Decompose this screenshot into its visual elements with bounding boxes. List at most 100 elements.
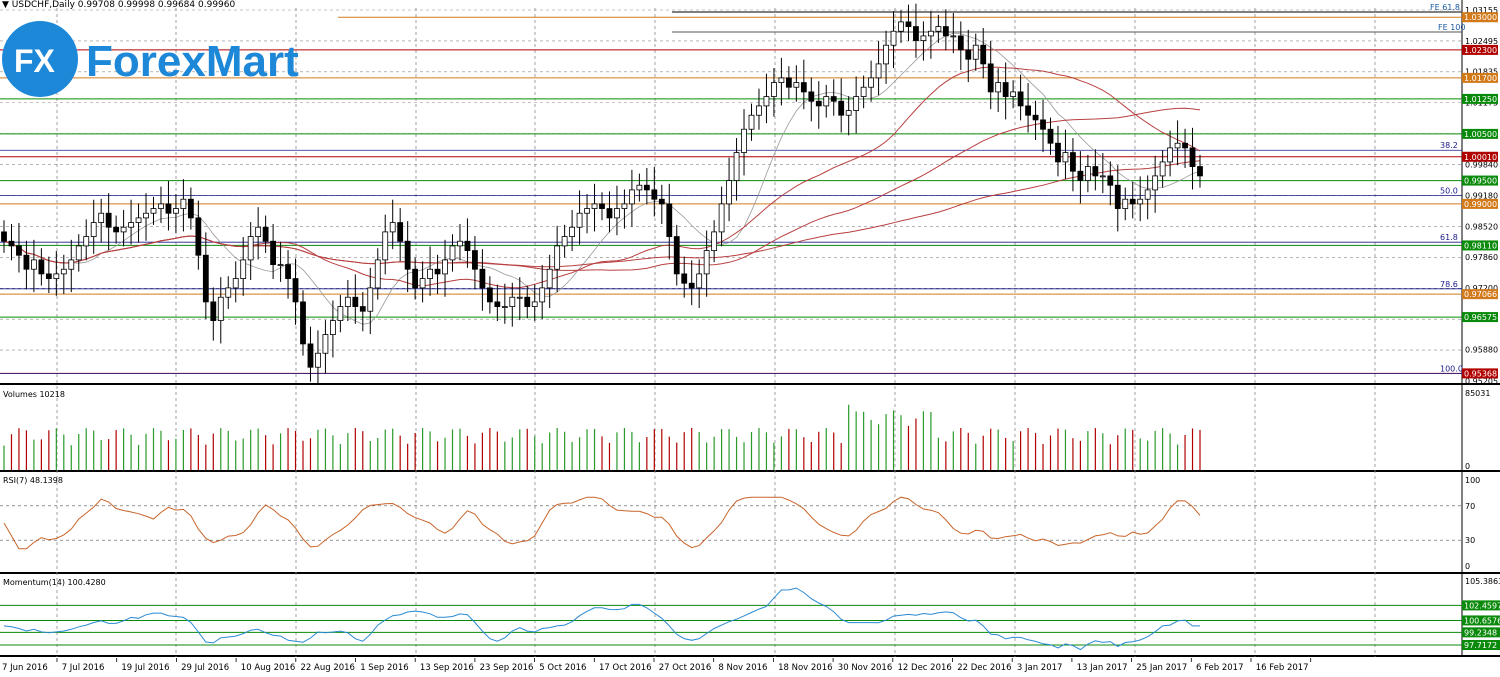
rsi-title: RSI(7) 48.1398	[3, 476, 63, 485]
candle-body	[621, 203, 628, 209]
level-label: 1.01700	[1464, 74, 1497, 83]
candle-body	[1152, 175, 1159, 191]
candle-body	[1070, 152, 1076, 172]
date-tick: 10 Aug 2016	[241, 663, 295, 673]
candle-body	[554, 245, 561, 270]
level-tag	[1462, 44, 1498, 55]
volume-tick: 85031	[1465, 389, 1490, 398]
candle-body	[501, 306, 508, 308]
logo-mark: FX	[14, 43, 56, 79]
date-tick: 22 Dec 2016	[957, 663, 1011, 673]
candle-body	[898, 21, 904, 32]
candle-body	[756, 105, 762, 116]
date-tick: 13 Jan 2017	[1077, 663, 1128, 673]
candle-body	[98, 212, 105, 223]
candle-body	[576, 212, 583, 228]
candle-body	[270, 240, 277, 265]
candle-body	[516, 296, 523, 299]
candle-body	[1114, 184, 1121, 209]
momentum-tag-label: 100.6576	[1464, 616, 1500, 625]
price-tick: 0.99180	[1465, 192, 1498, 201]
ohlc-label: 0.99708 0.99998 0.99684 0.99960	[77, 0, 236, 10]
candle-body	[890, 30, 897, 46]
candle-body	[202, 254, 209, 303]
candle-body	[875, 63, 882, 79]
candle-body	[329, 320, 336, 335]
candle-body	[1107, 175, 1114, 186]
candle-body	[681, 273, 688, 284]
momentum-line	[3, 587, 1200, 651]
fibo-label: 61.8	[1440, 233, 1458, 242]
level-label: 1.00500	[1464, 130, 1497, 139]
momentum-tag	[1462, 640, 1500, 651]
candle-body	[1047, 128, 1054, 144]
candle-body	[60, 268, 67, 275]
date-tick: 3 Jan 2017	[1017, 663, 1063, 673]
date-tick: 30 Nov 2016	[838, 663, 892, 673]
level-label: 0.99000	[1464, 200, 1497, 209]
candle-body	[651, 189, 658, 200]
candle-body	[344, 296, 351, 307]
candle-body	[359, 306, 366, 312]
candle-body	[860, 86, 867, 97]
collapse-triangle-icon[interactable]: ▼	[2, 0, 9, 10]
level-label: 0.97066	[1464, 290, 1497, 299]
candle-body	[1167, 147, 1173, 163]
momentum-tag	[1462, 627, 1500, 638]
candle-body	[419, 278, 426, 289]
candle-body	[823, 96, 830, 107]
candle-body	[23, 254, 30, 270]
rsi-line	[3, 496, 1201, 550]
candle-body	[546, 268, 553, 289]
candle-body	[1077, 170, 1084, 181]
candle-body	[292, 278, 299, 303]
candle-body	[1055, 142, 1061, 163]
candle-body	[1174, 142, 1181, 149]
candle-body	[629, 189, 635, 205]
level-label: 0.96575	[1464, 313, 1497, 322]
price-tick: 0.95880	[1465, 346, 1498, 355]
candle-body	[778, 77, 785, 83]
momentum-title: Momentum(14) 100.4280	[3, 578, 106, 587]
candle-body	[928, 30, 934, 37]
candle-body	[1040, 119, 1046, 130]
candle-body	[464, 240, 471, 251]
candle-body	[240, 259, 247, 279]
level-tag	[1462, 72, 1498, 83]
candle-body	[920, 35, 927, 41]
candle-body	[442, 259, 448, 275]
candle-body	[90, 222, 97, 237]
candle-body	[509, 296, 516, 307]
candle-body	[232, 278, 239, 289]
candle-body	[606, 208, 613, 219]
candle-body	[225, 287, 232, 298]
fibo-label: 100.0	[1440, 364, 1463, 373]
candle-body	[135, 217, 142, 223]
candle-body	[561, 236, 568, 247]
candle-body	[300, 301, 306, 345]
rsi-tick: 70	[1465, 502, 1475, 511]
price-tick: 0.97860	[1465, 253, 1498, 262]
candles	[1, 3, 1203, 385]
moving-averages	[3, 32, 1201, 325]
candle-body	[800, 82, 807, 93]
volume-pane: Volumes 10218 85031 0	[3, 389, 1490, 471]
candle-body	[771, 82, 777, 97]
candle-body	[711, 231, 718, 251]
candle-body	[120, 226, 127, 233]
price-tick: 0.99840	[1465, 161, 1498, 170]
candle-body	[703, 250, 710, 275]
candle-body	[285, 264, 291, 279]
volume-title: Volumes 10218	[3, 390, 65, 399]
level-tag	[1462, 93, 1498, 104]
candle-body	[531, 301, 538, 307]
candle-body	[30, 259, 37, 270]
candle-body	[950, 35, 957, 38]
candle-body	[457, 240, 463, 247]
candle-body	[165, 203, 172, 214]
candle-body	[322, 334, 329, 354]
date-tick: 19 Jul 2016	[121, 663, 169, 673]
candle-body	[1010, 91, 1017, 97]
candle-body	[45, 273, 52, 279]
candle-body	[472, 250, 478, 270]
